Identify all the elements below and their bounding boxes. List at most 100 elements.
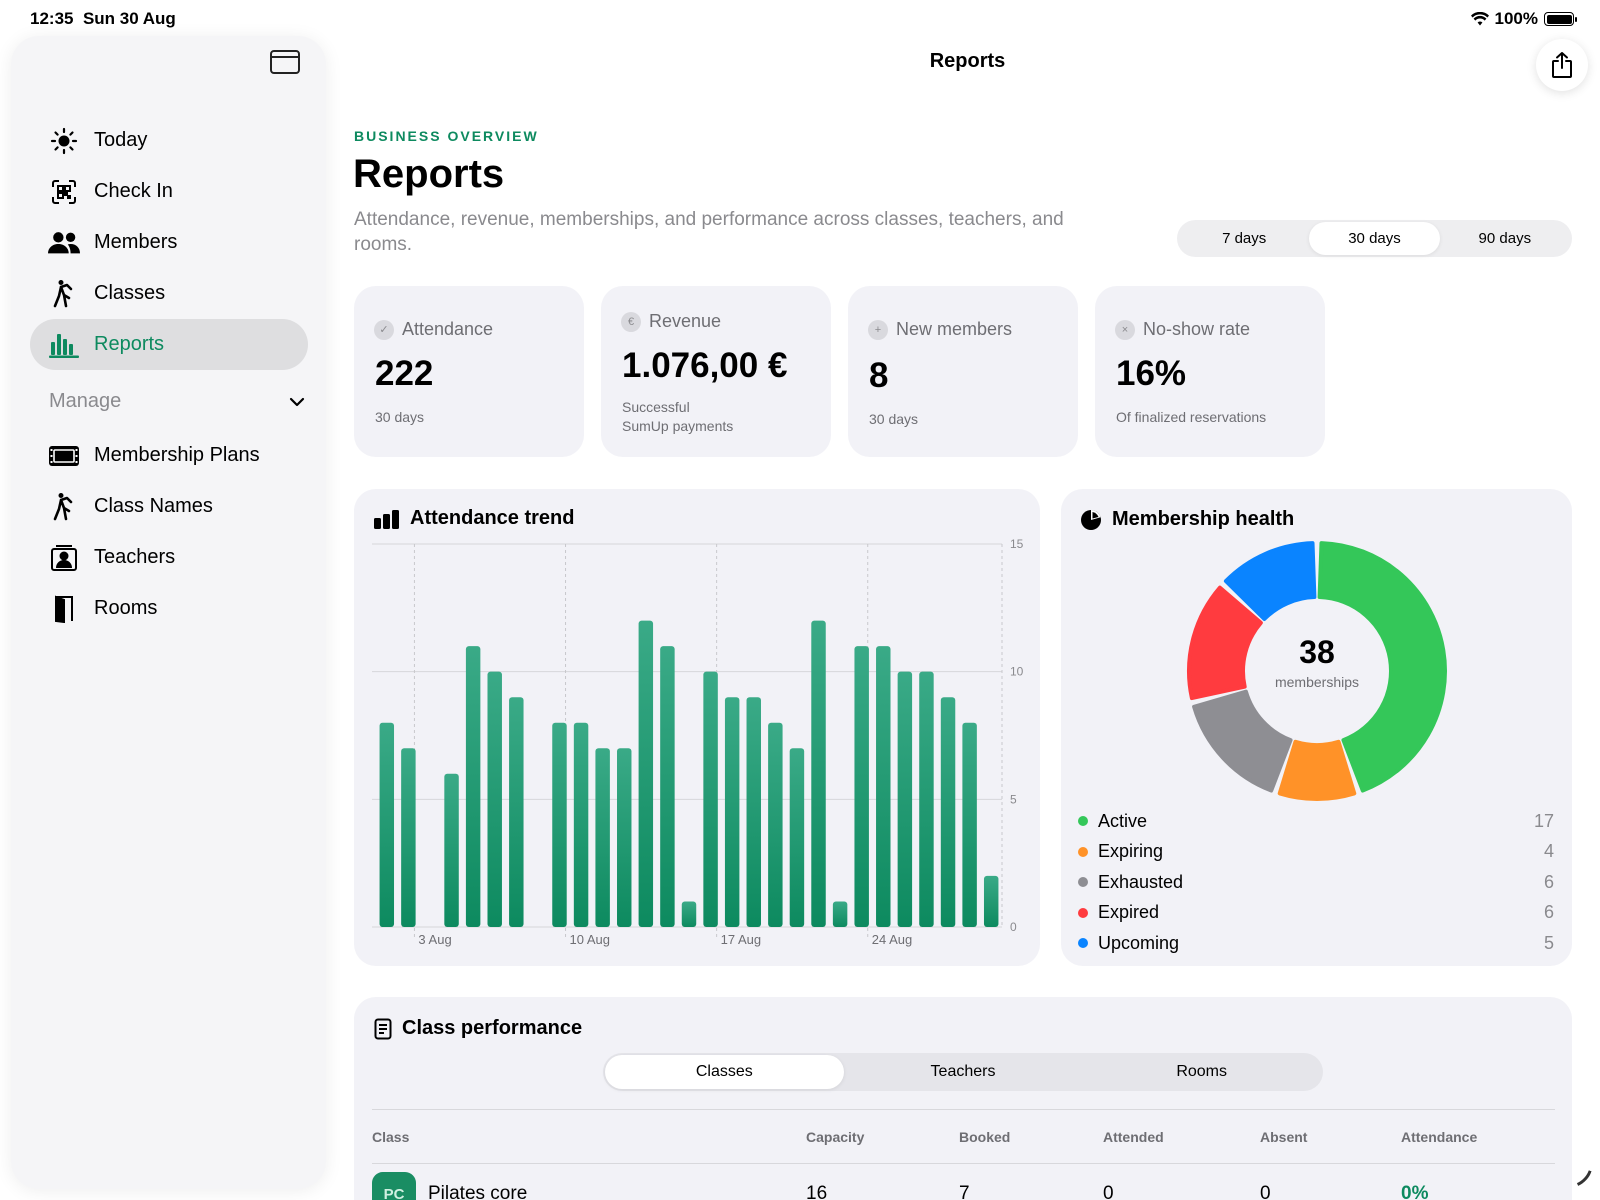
- sun-icon: [48, 125, 80, 157]
- attendance-bar: [444, 773, 459, 927]
- attendance-bar: [897, 671, 913, 927]
- share-button[interactable]: [1536, 39, 1588, 91]
- attendance-bar: [595, 748, 610, 927]
- column-header-class[interactable]: Class: [372, 1128, 410, 1145]
- attendance-label: Attendance: [402, 319, 494, 339]
- class-performance-title: Class performance: [402, 1017, 583, 1039]
- attendance-bar: [940, 697, 956, 927]
- sidebar-item-label: Members: [94, 231, 178, 253]
- attendance-bar: [401, 748, 416, 927]
- table-top-divider: [372, 1109, 1555, 1110]
- legend-label: Active: [1098, 810, 1148, 831]
- tab-rooms[interactable]: Rooms: [1176, 1063, 1228, 1080]
- membership-donut-chart: 38 memberships: [1187, 541, 1447, 801]
- revenue-value: 1.076,00 €: [622, 346, 788, 385]
- figure-run-icon: [48, 491, 80, 523]
- sidebar: Today Check In Members Classes Reports: [11, 36, 326, 1189]
- column-header-capacity[interactable]: Capacity: [806, 1128, 865, 1145]
- column-header-attended[interactable]: Attended: [1103, 1128, 1164, 1145]
- person-board-icon: [48, 542, 80, 574]
- attendance-bar: [509, 697, 524, 927]
- sidebar-item-members[interactable]: Members: [30, 217, 308, 268]
- range-7-days[interactable]: 7 days: [1222, 230, 1267, 247]
- legend-row-upcoming: Upcoming 5: [1078, 928, 1554, 959]
- revenue-note-line-1: Successful: [622, 399, 690, 415]
- sidebar-toggle-icon[interactable]: [270, 50, 300, 74]
- sidebar-item-check-in[interactable]: Check In: [30, 166, 308, 217]
- y-tick-label: 5: [1010, 792, 1017, 806]
- status-indicators: 100%: [1470, 9, 1577, 29]
- qr-scan-icon: [48, 176, 80, 208]
- tab-teachers[interactable]: Teachers: [930, 1063, 996, 1080]
- legend-value: 6: [1543, 871, 1554, 892]
- sidebar-item-label: Reports: [94, 333, 165, 355]
- legend-dot: [1078, 938, 1088, 949]
- sidebar-item-label: Membership Plans: [94, 444, 260, 466]
- attendance-bar: [832, 901, 848, 927]
- range-90-days[interactable]: 90 days: [1478, 230, 1532, 247]
- attendance-bar: [660, 646, 675, 927]
- wifi-icon: [1470, 12, 1489, 26]
- sidebar-item-membership-plans[interactable]: Membership Plans: [30, 430, 308, 481]
- manage-nav: Membership Plans Class Names Teachers Ro…: [30, 430, 308, 634]
- donut-slice-upcoming: [1223, 541, 1317, 622]
- manage-section-header[interactable]: Manage: [49, 390, 305, 413]
- column-header-absent[interactable]: Absent: [1260, 1128, 1308, 1145]
- legend-dot: [1078, 877, 1088, 888]
- range-30-days[interactable]: 30 days: [1309, 222, 1440, 255]
- attendance-bar: [983, 875, 999, 927]
- sidebar-nav: Today Check In Members Classes Reports: [30, 115, 308, 370]
- bar-chart-icon: [48, 329, 80, 361]
- battery-icon: [1544, 12, 1577, 26]
- legend-dot: [1078, 907, 1088, 918]
- section-eyebrow: BUSINESS OVERVIEW: [354, 128, 539, 144]
- attendance-bar: [768, 722, 783, 927]
- attendance-trend-chart: 0 5 10 15 3 Aug 10 Aug 17 Aug 24 Aug: [372, 537, 1024, 947]
- attendance-bar: [465, 646, 481, 927]
- column-header-booked[interactable]: Booked: [959, 1128, 1011, 1145]
- cell-booked: 7: [959, 1183, 970, 1200]
- figure-run-icon: [48, 278, 80, 310]
- revenue-note-line-2: SumUp payments: [622, 418, 734, 434]
- table-row[interactable]: PC Pilates core 16 7 0 0 0%: [372, 1164, 1555, 1200]
- performance-table: Class Capacity Booked Attended Absent At…: [372, 1109, 1555, 1200]
- tab-classes[interactable]: Classes: [605, 1055, 844, 1089]
- donut-slice-active: [1317, 541, 1447, 793]
- manage-label: Manage: [49, 390, 122, 412]
- x-tick-label: 3 Aug: [418, 932, 451, 947]
- revenue-card: € Revenue 1.076,00 € Successful SumUp pa…: [601, 286, 831, 457]
- attendance-bar: [876, 646, 891, 927]
- attendance-bar: [746, 697, 761, 927]
- legend-row-exhausted: Exhausted 6: [1078, 867, 1554, 898]
- legend-value: 4: [1543, 841, 1554, 862]
- sidebar-item-label: Check In: [94, 180, 173, 202]
- attendance-trend-header: Attendance trend: [374, 507, 574, 530]
- person-add-icon: +: [868, 319, 888, 340]
- sidebar-item-classes[interactable]: Classes: [30, 268, 308, 319]
- revenue-label: Revenue: [649, 311, 722, 331]
- legend-label: Expired: [1098, 902, 1160, 923]
- attendance-bar: [638, 620, 654, 927]
- share-icon: [1552, 52, 1572, 78]
- sidebar-item-label: Today: [94, 129, 148, 151]
- donut-slice-expired: [1187, 585, 1263, 701]
- sidebar-item-today[interactable]: Today: [30, 115, 308, 166]
- membership-health-panel: [1061, 489, 1572, 966]
- sidebar-item-teachers[interactable]: Teachers: [30, 532, 308, 583]
- attendance-bar: [854, 646, 869, 927]
- page-subtitle: Attendance, revenue, memberships, and pe…: [354, 209, 1064, 255]
- column-header-attendance[interactable]: Attendance: [1401, 1128, 1478, 1145]
- legend-label: Upcoming: [1098, 932, 1180, 953]
- attendance-bar: [962, 722, 977, 927]
- sidebar-item-label: Rooms: [94, 597, 158, 619]
- sidebar-item-class-names[interactable]: Class Names: [30, 481, 308, 532]
- sidebar-item-rooms[interactable]: Rooms: [30, 583, 308, 634]
- cell-class: PC Pilates core: [372, 1172, 806, 1200]
- new-members-note: 30 days: [869, 411, 919, 427]
- document-icon: [374, 1018, 392, 1039]
- sidebar-item-reports[interactable]: Reports: [30, 319, 308, 370]
- legend-row-expired: Expired 6: [1078, 898, 1554, 929]
- new-members-value: 8: [869, 356, 889, 395]
- euro-icon: €: [621, 311, 641, 332]
- attendance-bar: [552, 722, 567, 927]
